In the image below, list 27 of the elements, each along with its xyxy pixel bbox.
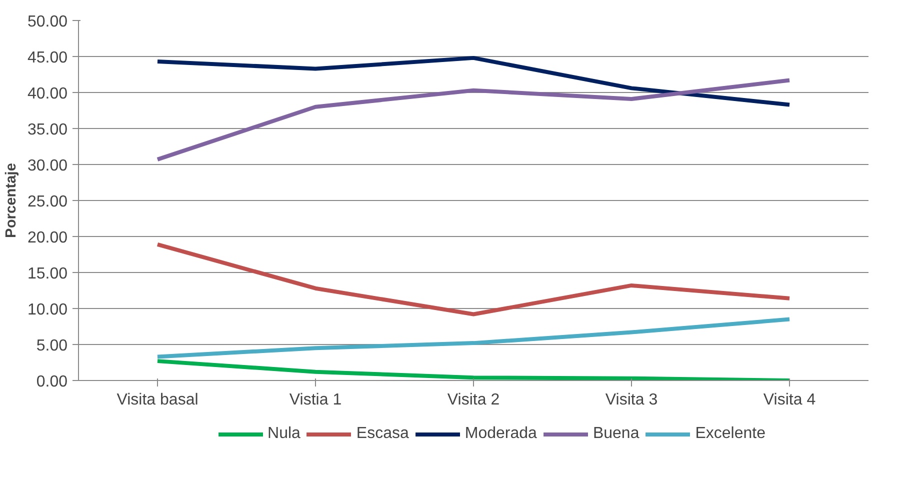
y-tick-label: 15.00 bbox=[27, 266, 68, 282]
line-series bbox=[156, 78, 792, 162]
y-tick-label: 45.00 bbox=[27, 50, 68, 66]
legend-label: Escasa bbox=[356, 424, 409, 442]
legend-label: Nula bbox=[268, 424, 300, 442]
y-tick-label: 40.00 bbox=[27, 86, 68, 102]
y-tick-label: 5.00 bbox=[36, 338, 68, 354]
y-tick-label: 10.00 bbox=[27, 302, 68, 318]
line-series bbox=[156, 359, 792, 380]
legend-label: Excelente bbox=[695, 424, 766, 442]
y-tick-label: 50.00 bbox=[27, 14, 68, 30]
y-axis-title: Porcentaje bbox=[3, 163, 20, 238]
y-tick-label: 35.00 bbox=[27, 122, 68, 138]
x-tick-label: Visita 2 bbox=[447, 392, 500, 408]
line-series bbox=[156, 242, 792, 316]
legend-label: Buena bbox=[592, 424, 640, 442]
x-tick-label: Visita 3 bbox=[605, 392, 658, 408]
y-tick-label: 30.00 bbox=[27, 158, 68, 174]
y-tick-label: 25.00 bbox=[27, 194, 68, 210]
x-tick-label: Visita basal bbox=[116, 392, 198, 408]
legend-label: Moderada bbox=[464, 424, 537, 442]
x-tick-label: Visita 4 bbox=[763, 392, 816, 408]
line-series bbox=[156, 56, 792, 107]
y-tick-label: 0.00 bbox=[36, 374, 68, 390]
line-series bbox=[156, 317, 792, 359]
y-tick-label: 20.00 bbox=[27, 230, 68, 246]
x-tick-label: Vistia 1 bbox=[289, 392, 342, 408]
